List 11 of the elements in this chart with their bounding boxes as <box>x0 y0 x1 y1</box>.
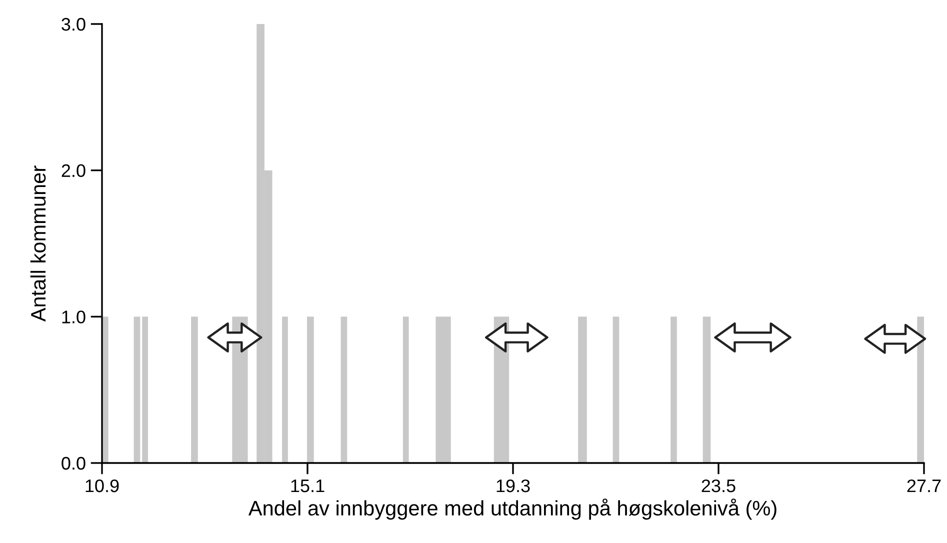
x-tick-label: 10.9 <box>86 479 119 492</box>
x-tick-label: 19.3 <box>496 479 530 492</box>
y-tick-label: 2.0 <box>62 164 86 178</box>
x-tick-label: 27.7 <box>907 479 941 492</box>
x-axis-title: Andel av innbyggere med utdanning på høgskolenivå (%) <box>248 498 776 520</box>
y-axis-title: Antall kommuner <box>30 166 46 322</box>
x-tick-label: 15.1 <box>291 480 324 492</box>
x-tick-label: 23.5 <box>702 479 736 492</box>
y-tick-label: 0.0 <box>62 456 86 470</box>
y-tick-label: 1.0 <box>62 310 86 324</box>
y-tick-label: 3.0 <box>62 18 86 31</box>
